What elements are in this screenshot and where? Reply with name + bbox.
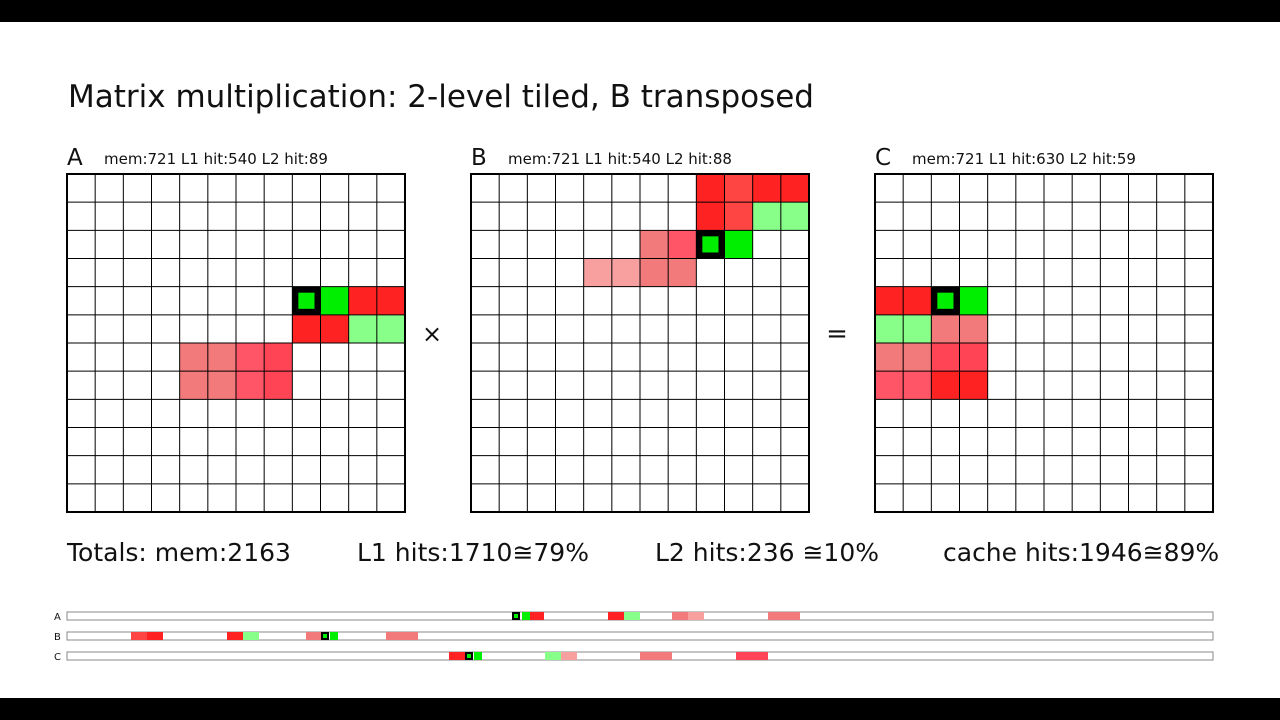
- matrix-border: [470, 173, 810, 513]
- matrix-border: [66, 173, 406, 513]
- cell-highlight: [903, 371, 932, 400]
- strip-active: [512, 612, 520, 620]
- cell-highlight: [780, 202, 809, 231]
- cell-highlight: [959, 314, 988, 343]
- strip-segment: [386, 632, 418, 640]
- letterbox-top: [0, 0, 1280, 22]
- strip-segment: [736, 652, 768, 660]
- memory-strip: [66, 631, 1214, 641]
- cell-highlight: [207, 343, 236, 372]
- strip-segment: [561, 652, 577, 660]
- strip-segment: [449, 652, 465, 660]
- cell-highlight: [236, 371, 265, 400]
- cell-highlight: [959, 286, 988, 315]
- total: L1 hits:1710≅79%: [357, 538, 589, 567]
- strip-segment: [227, 632, 243, 640]
- cell-highlight: [348, 314, 377, 343]
- strip-segment: [545, 652, 561, 660]
- cell-highlight: [724, 202, 753, 231]
- total: L2 hits:236 ≅10%: [655, 538, 879, 567]
- cell-highlight: [236, 343, 265, 372]
- strip-segment: [624, 612, 640, 620]
- cell-highlight: [875, 371, 904, 400]
- cell-highlight: [931, 371, 960, 400]
- cell-highlight: [179, 343, 208, 372]
- cell-highlight: [376, 314, 405, 343]
- cell-highlight: [903, 314, 932, 343]
- strip-active: [321, 632, 329, 640]
- cell-highlight: [668, 230, 697, 259]
- strip-segment: [530, 612, 544, 620]
- cell-highlight: [640, 258, 669, 287]
- matrix-label: B: [471, 145, 487, 171]
- cell-highlight: [640, 230, 669, 259]
- cell-highlight: [903, 286, 932, 315]
- cell-highlight: [376, 286, 405, 315]
- letterbox-bottom: [0, 698, 1280, 720]
- cell-highlight: [724, 174, 753, 203]
- cell-highlight: [780, 174, 809, 203]
- cell-highlight: [959, 343, 988, 372]
- total: cache hits:1946≅89%: [943, 538, 1219, 567]
- cell-highlight: [348, 286, 377, 315]
- active-cell: [931, 286, 960, 315]
- title: Matrix multiplication: 2-level tiled, B …: [68, 79, 814, 115]
- cell-highlight: [583, 258, 612, 287]
- strip-segment: [306, 632, 322, 640]
- strip-segment: [243, 632, 259, 640]
- matrix-stats: mem:721 L1 hit:540 L2 hit:89: [104, 150, 328, 168]
- strip-segment: [131, 632, 147, 640]
- cell-highlight: [752, 174, 781, 203]
- operator: ×: [422, 320, 442, 348]
- strip-label: B: [54, 632, 61, 643]
- strip-segment: [768, 612, 800, 620]
- active-cell: [696, 230, 725, 259]
- strip-segment: [522, 612, 530, 620]
- strip-label: A: [54, 612, 61, 623]
- cell-highlight: [875, 343, 904, 372]
- cell-highlight: [696, 202, 725, 231]
- total: Totals: mem:2163: [66, 538, 291, 567]
- cell-highlight: [668, 258, 697, 287]
- cell-highlight: [292, 314, 321, 343]
- strip-segment: [330, 632, 338, 640]
- cell-highlight: [696, 174, 725, 203]
- cell-highlight: [179, 371, 208, 400]
- cell-highlight: [724, 230, 753, 259]
- cell-highlight: [903, 343, 932, 372]
- strip-segment: [640, 652, 672, 660]
- cell-highlight: [959, 371, 988, 400]
- cell-highlight: [931, 343, 960, 372]
- operator: =: [826, 319, 848, 349]
- matrix-stats: mem:721 L1 hit:630 L2 hit:59: [912, 150, 1136, 168]
- matrix-border: [874, 173, 1214, 513]
- strip-segment: [608, 612, 624, 620]
- cell-highlight: [264, 343, 293, 372]
- strip-segment: [672, 612, 688, 620]
- matrix-stats: mem:721 L1 hit:540 L2 hit:88: [508, 150, 732, 168]
- strip-segment: [688, 612, 704, 620]
- strip-label: C: [54, 652, 61, 663]
- cell-highlight: [207, 371, 236, 400]
- cell-highlight: [875, 314, 904, 343]
- strip-segment: [474, 652, 482, 660]
- strip-segment: [147, 632, 163, 640]
- matrix-label: C: [875, 145, 891, 171]
- cell-highlight: [611, 258, 640, 287]
- cell-highlight: [875, 286, 904, 315]
- cell-highlight: [931, 314, 960, 343]
- cell-highlight: [320, 286, 349, 315]
- active-cell: [292, 286, 321, 315]
- matrix-label: A: [67, 145, 83, 171]
- cell-highlight: [752, 202, 781, 231]
- cell-highlight: [264, 371, 293, 400]
- strip-active: [465, 652, 473, 660]
- cell-highlight: [320, 314, 349, 343]
